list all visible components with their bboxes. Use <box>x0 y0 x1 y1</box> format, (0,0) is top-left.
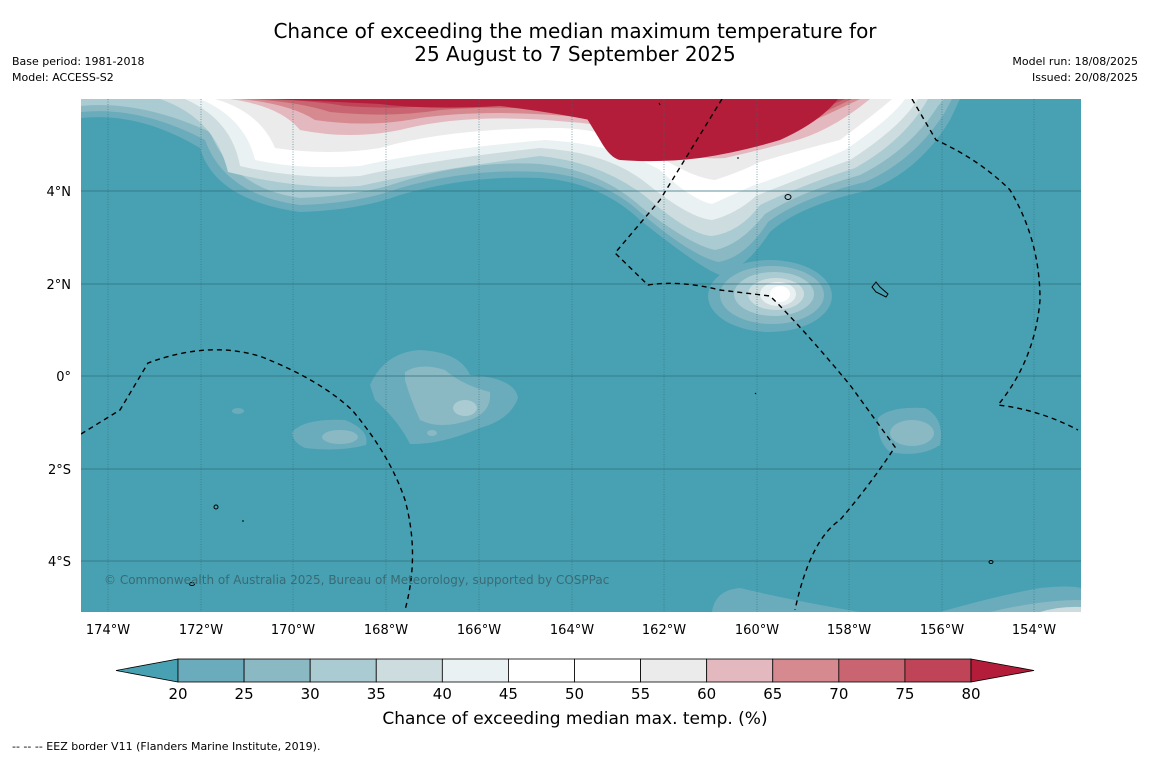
lon-label: 168°W <box>364 623 408 638</box>
warm-spot-2n <box>708 260 832 332</box>
lon-label: 174°W <box>86 623 130 638</box>
latitude-lines <box>81 190 1081 562</box>
colorbar-tick-label: 30 <box>301 685 320 703</box>
lat-label: 2°S <box>48 463 71 478</box>
lat-label: 4°S <box>48 555 71 570</box>
warm-region <box>81 99 960 275</box>
colorbar-tick-label: 80 <box>961 685 980 703</box>
bottom-patches <box>712 586 1081 612</box>
islands <box>189 102 994 586</box>
copyright-text: © Commonwealth of Australia 2025, Bureau… <box>104 573 609 587</box>
colorbar-title: Chance of exceeding median max. temp. (%… <box>382 709 768 729</box>
colorbar-tick-label: 60 <box>697 685 716 703</box>
colorbar-extend-high <box>970 658 1035 683</box>
colorbar-tick-label: 40 <box>433 685 452 703</box>
graticule <box>107 99 1035 612</box>
lon-axis: 174°W 172°W 170°W 168°W 166°W 164°W 162°… <box>86 623 1056 638</box>
colorbar-tick-label: 75 <box>895 685 914 703</box>
map-field: © Commonwealth of Australia 2025, Bureau… <box>81 99 1081 612</box>
colorbar-segment <box>177 658 245 683</box>
colorbar-segment <box>904 658 972 683</box>
lon-label: 172°W <box>179 623 223 638</box>
colorbar-extend-low <box>115 658 179 683</box>
colorbar-tick-label: 65 <box>763 685 782 703</box>
colorbar-tick-label: 25 <box>235 685 254 703</box>
model-run: Model run: 18/08/2025 <box>1012 55 1138 68</box>
base-period: Base period: 1981-2018 <box>12 55 145 68</box>
lon-label: 164°W <box>550 623 594 638</box>
meta-left: Base period: 1981-2018 Model: ACCESS-S2 <box>12 54 144 86</box>
colorbar-segment <box>508 658 575 683</box>
colorbar-segment <box>640 658 708 683</box>
colorbar-segment <box>309 658 377 683</box>
lon-label: 166°W <box>457 623 501 638</box>
model-name: Model: ACCESS-S2 <box>12 71 114 84</box>
lat-axis: 4°N 2°N 0° 2°S 4°S <box>47 185 72 570</box>
eez-legend-note: -- -- -- EEZ border V11 (Flanders Marine… <box>12 740 321 753</box>
lon-label: 156°W <box>920 623 964 638</box>
colorbar-tick-label: 55 <box>631 685 650 703</box>
lon-label: 158°W <box>827 623 871 638</box>
colorbar-tick-label: 35 <box>367 685 386 703</box>
lat-label: 2°N <box>47 278 72 293</box>
colorbar: 20 25 30 35 40 45 50 55 60 65 70 75 80 <box>115 658 1035 703</box>
lon-label: 162°W <box>642 623 686 638</box>
colorbar-tick-label: 70 <box>829 685 848 703</box>
eez-borders <box>81 99 1079 611</box>
issued-date: Issued: 20/08/2025 <box>1031 71 1138 84</box>
colorbar-segment <box>772 658 840 683</box>
lon-label: 154°W <box>1012 623 1056 638</box>
lat-label: 4°N <box>47 185 72 200</box>
colorbar-segment <box>838 658 906 683</box>
lon-label: 160°W <box>735 623 779 638</box>
title-line-1: Chance of exceeding the median maximum t… <box>273 19 877 43</box>
colorbar-segment <box>441 658 509 683</box>
colorbar-segment <box>243 658 311 683</box>
colorbar-tick-label: 50 <box>565 685 584 703</box>
colorbar-segment <box>375 658 443 683</box>
lat-label: 0° <box>56 370 71 385</box>
title-line-2: 25 August to 7 September 2025 <box>414 42 736 66</box>
equatorial-patches <box>232 350 941 454</box>
colorbar-segment <box>574 658 641 683</box>
lon-label: 170°W <box>271 623 315 638</box>
colorbar-tick-label: 45 <box>499 685 518 703</box>
colorbar-segment <box>706 658 774 683</box>
meta-right: Model run: 18/08/2025 Issued: 20/08/2025 <box>1012 54 1138 86</box>
colorbar-tick-label: 20 <box>168 685 187 703</box>
